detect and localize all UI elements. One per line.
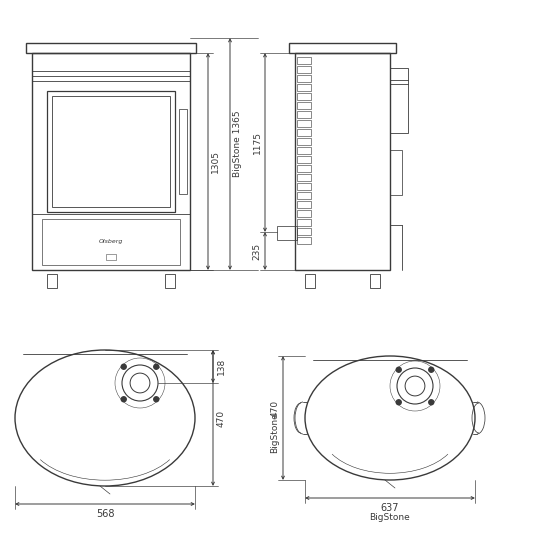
Bar [297,210,311,217]
Bar [390,150,402,195]
Bar [106,254,116,260]
Circle shape [396,400,401,405]
Bar [26,43,196,53]
Bar [297,183,311,190]
Text: BigStone: BigStone [369,513,410,522]
Text: 138: 138 [216,358,225,375]
Bar [297,138,311,145]
Bar [297,120,311,127]
Bar [305,274,315,288]
Bar [297,66,311,73]
Bar [297,201,311,208]
Text: 470: 470 [216,409,225,426]
Text: BigStone: BigStone [271,413,279,454]
Circle shape [154,397,159,402]
Bar [297,84,311,91]
Bar [297,111,311,118]
Bar [47,274,57,288]
Bar [165,274,175,288]
Text: 470: 470 [271,399,279,417]
Circle shape [429,367,434,372]
Bar [297,174,311,181]
Circle shape [121,397,126,402]
Bar [52,96,170,207]
Bar [42,219,180,265]
Bar [370,274,380,288]
Text: 1175: 1175 [253,131,262,154]
Text: 637: 637 [381,503,399,513]
Circle shape [396,367,401,372]
Circle shape [121,364,126,369]
Bar [297,165,311,172]
Text: BigStone 1365: BigStone 1365 [233,111,243,177]
Bar [297,93,311,100]
Bar [297,102,311,109]
Circle shape [154,364,159,369]
Bar [47,91,175,212]
Bar [297,147,311,154]
Bar [297,57,311,64]
Bar [297,228,311,235]
Bar [297,156,311,163]
Bar [297,237,311,244]
Bar [179,109,187,194]
Circle shape [429,400,434,405]
Bar [295,53,390,270]
Bar [297,219,311,226]
Bar [277,226,297,240]
Bar [32,53,190,270]
Bar [297,192,311,199]
Text: 1305: 1305 [211,150,220,173]
Text: 568: 568 [96,509,114,519]
Bar [297,129,311,136]
Bar [297,75,311,82]
Text: 235: 235 [253,243,262,260]
Text: Olsberg: Olsberg [99,239,123,245]
Bar [390,68,408,133]
Bar [289,43,396,53]
